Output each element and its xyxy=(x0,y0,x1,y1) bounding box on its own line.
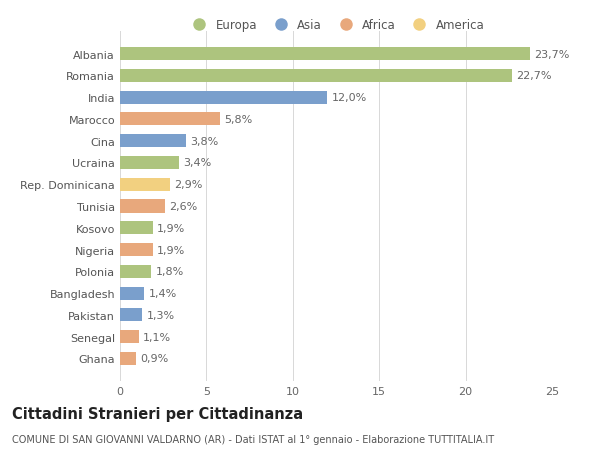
Text: Cittadini Stranieri per Cittadinanza: Cittadini Stranieri per Cittadinanza xyxy=(12,406,303,421)
Bar xyxy=(120,265,151,278)
Text: COMUNE DI SAN GIOVANNI VALDARNO (AR) - Dati ISTAT al 1° gennaio - Elaborazione T: COMUNE DI SAN GIOVANNI VALDARNO (AR) - D… xyxy=(12,434,494,444)
Bar xyxy=(120,330,139,343)
Bar xyxy=(120,287,144,300)
Bar xyxy=(120,48,530,61)
Bar xyxy=(120,222,153,235)
Text: 5,8%: 5,8% xyxy=(224,115,253,125)
Text: 0,9%: 0,9% xyxy=(140,353,168,364)
Text: 1,9%: 1,9% xyxy=(157,245,185,255)
Bar xyxy=(120,178,170,191)
Bar xyxy=(120,308,142,322)
Text: 1,8%: 1,8% xyxy=(155,267,184,277)
Text: 2,9%: 2,9% xyxy=(175,180,203,190)
Text: 1,3%: 1,3% xyxy=(147,310,175,320)
Text: 22,7%: 22,7% xyxy=(517,71,552,81)
Text: 1,1%: 1,1% xyxy=(143,332,172,342)
Legend: Europa, Asia, Africa, America: Europa, Asia, Africa, America xyxy=(187,19,485,32)
Text: 1,4%: 1,4% xyxy=(149,288,177,298)
Text: 1,9%: 1,9% xyxy=(157,223,185,233)
Text: 23,7%: 23,7% xyxy=(534,50,569,60)
Text: 12,0%: 12,0% xyxy=(332,93,367,103)
Bar xyxy=(120,243,153,257)
Bar xyxy=(120,200,165,213)
Text: 3,4%: 3,4% xyxy=(183,158,211,168)
Text: 3,8%: 3,8% xyxy=(190,136,218,146)
Text: 2,6%: 2,6% xyxy=(169,202,197,212)
Bar xyxy=(120,352,136,365)
Bar xyxy=(120,113,220,126)
Bar xyxy=(120,157,179,170)
Bar xyxy=(120,135,185,148)
Bar xyxy=(120,70,512,83)
Bar xyxy=(120,91,328,105)
